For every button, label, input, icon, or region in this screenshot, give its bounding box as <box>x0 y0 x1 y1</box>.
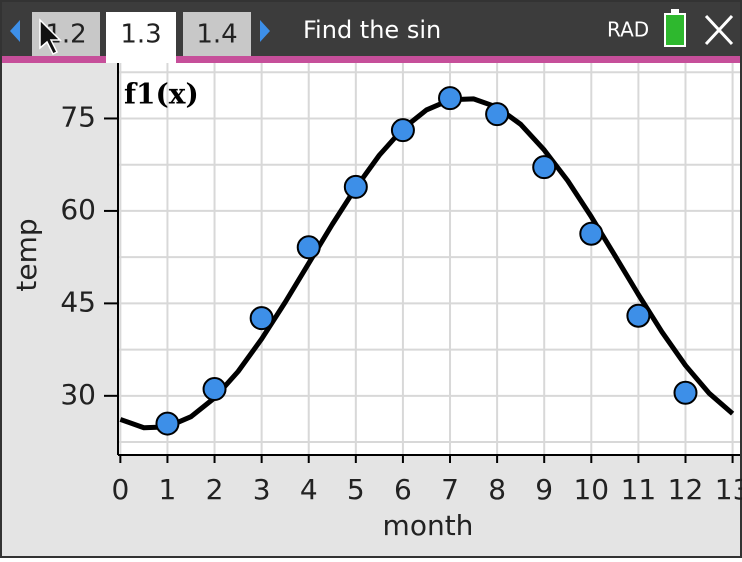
battery-tip <box>671 9 679 14</box>
data-point <box>390 118 415 143</box>
marks <box>119 86 735 436</box>
function-label: f1(x) <box>124 78 199 111</box>
x-tick-label: 4 <box>300 473 318 506</box>
x-tick-label: 3 <box>253 473 271 506</box>
battery-icon <box>664 13 686 47</box>
tab-label: 1.3 <box>120 20 161 50</box>
x-tick-label: 0 <box>111 473 129 506</box>
data-point <box>155 411 180 436</box>
x-axis-label: month <box>383 509 474 542</box>
x-tick-label: 5 <box>347 473 365 506</box>
accent-line <box>0 56 742 63</box>
x-tick-label: 8 <box>488 473 506 506</box>
x-tick-label: 9 <box>535 473 553 506</box>
y-axis-label: temp <box>10 218 43 291</box>
y-tick-label: 60 <box>60 193 96 226</box>
data-point <box>202 377 227 402</box>
tab-right-arrow[interactable] <box>260 20 270 42</box>
data-point <box>673 380 698 405</box>
y-tick-label: 75 <box>60 100 96 133</box>
tab-active[interactable] <box>106 12 176 63</box>
x-tick-label: 10 <box>573 473 609 506</box>
x-tick-label: 12 <box>668 473 704 506</box>
x-tick-label: 13 <box>715 473 742 506</box>
data-point <box>626 303 651 328</box>
data-point <box>579 221 604 246</box>
tab-left-arrow[interactable] <box>10 20 20 42</box>
y-tick-label: 45 <box>60 285 96 318</box>
x-tick-label: 2 <box>206 473 224 506</box>
x-tick-label: 7 <box>441 473 459 506</box>
data-point <box>343 174 368 199</box>
data-point <box>485 102 510 127</box>
mode-indicator: RAD <box>607 18 649 42</box>
x-tick-label: 11 <box>621 473 657 506</box>
data-point <box>296 235 321 260</box>
data-point <box>249 306 274 331</box>
data-point <box>438 86 463 111</box>
tab-label: 1.4 <box>196 20 237 50</box>
x-tick-label: 1 <box>159 473 177 506</box>
cursor <box>39 18 62 56</box>
x-tick-label: 6 <box>394 473 412 506</box>
data-point <box>532 155 557 180</box>
grid <box>118 63 742 455</box>
document-title: Find the sin <box>303 16 441 44</box>
y-tick-label: 30 <box>60 378 96 411</box>
close-button[interactable] <box>704 14 734 46</box>
tab[interactable] <box>183 12 251 56</box>
